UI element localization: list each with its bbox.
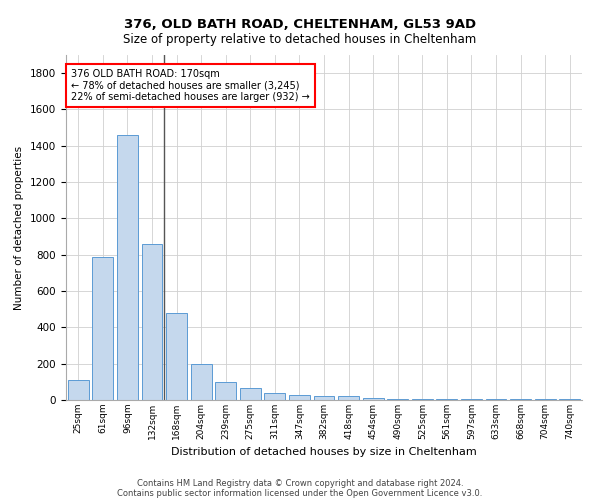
Bar [240, 388, 261, 400]
Bar [68, 380, 89, 400]
Text: 376 OLD BATH ROAD: 170sqm
← 78% of detached houses are smaller (3,245)
22% of se: 376 OLD BATH ROAD: 170sqm ← 78% of detac… [71, 69, 310, 102]
Bar [559, 399, 580, 400]
Text: Size of property relative to detached houses in Cheltenham: Size of property relative to detached ho… [124, 32, 476, 46]
Bar [265, 392, 286, 400]
Text: 376, OLD BATH ROAD, CHELTENHAM, GL53 9AD: 376, OLD BATH ROAD, CHELTENHAM, GL53 9AD [124, 18, 476, 30]
Bar [191, 364, 212, 400]
Bar [338, 396, 359, 400]
Bar [387, 399, 408, 400]
Text: Contains public sector information licensed under the Open Government Licence v3: Contains public sector information licen… [118, 488, 482, 498]
Bar [117, 135, 138, 400]
Y-axis label: Number of detached properties: Number of detached properties [14, 146, 25, 310]
Bar [510, 399, 531, 400]
Bar [166, 313, 187, 400]
Bar [92, 256, 113, 400]
Bar [362, 398, 383, 400]
Bar [412, 399, 433, 400]
Bar [485, 399, 506, 400]
Bar [215, 382, 236, 400]
Bar [535, 399, 556, 400]
Bar [461, 399, 482, 400]
Bar [289, 395, 310, 400]
Bar [314, 396, 334, 400]
Bar [436, 399, 457, 400]
X-axis label: Distribution of detached houses by size in Cheltenham: Distribution of detached houses by size … [171, 448, 477, 458]
Text: Contains HM Land Registry data © Crown copyright and database right 2024.: Contains HM Land Registry data © Crown c… [137, 478, 463, 488]
Bar [142, 244, 163, 400]
